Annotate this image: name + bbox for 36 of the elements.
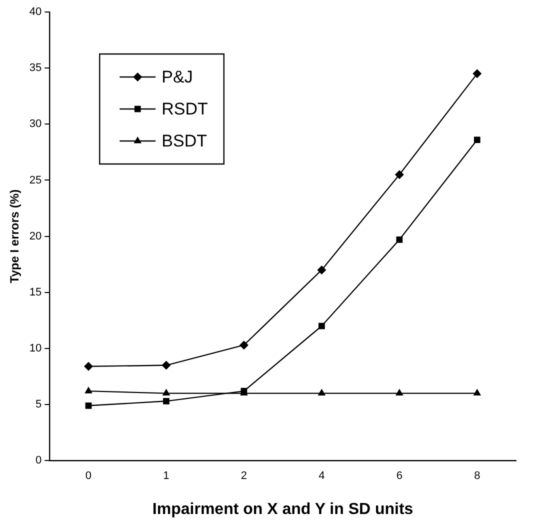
point <box>163 398 170 404</box>
point <box>84 362 93 371</box>
legend-label: BSDT <box>162 132 207 151</box>
point <box>317 265 326 274</box>
point <box>472 69 482 78</box>
y-tick-label: 30 <box>29 118 42 130</box>
point <box>162 388 170 396</box>
y-tick-label: 35 <box>29 62 42 74</box>
point <box>473 388 482 396</box>
y-tick-label: 20 <box>29 230 42 242</box>
x-tick-label: 6 <box>396 470 402 482</box>
x-axis-title: Impairment on X and Y in SD units <box>152 500 414 518</box>
x-tick-label: 4 <box>318 470 325 482</box>
y-tick-label: 15 <box>29 286 42 298</box>
point <box>239 340 248 350</box>
x-tick-label: 2 <box>240 470 248 482</box>
point <box>162 360 171 370</box>
y-axis-title: Type I errors (%) <box>8 189 22 284</box>
y-tick-label: 5 <box>36 398 42 411</box>
legend-label: P&J <box>162 68 193 87</box>
point <box>318 388 326 396</box>
point <box>394 170 404 180</box>
y-tick-label: 0 <box>36 454 42 467</box>
x-tick-label: 8 <box>474 470 480 482</box>
point <box>84 386 92 394</box>
y-tick-label: 25 <box>29 174 42 186</box>
point <box>85 402 92 409</box>
point <box>474 136 480 144</box>
y-tick-label: 10 <box>29 342 42 354</box>
point <box>318 322 325 330</box>
point <box>396 236 403 243</box>
y-tick-label: 40 <box>29 6 42 18</box>
x-tick-label: 0 <box>85 470 92 482</box>
x-tick-label: 1 <box>163 470 170 482</box>
legend-label: RSDT <box>162 100 208 119</box>
point <box>396 388 404 396</box>
